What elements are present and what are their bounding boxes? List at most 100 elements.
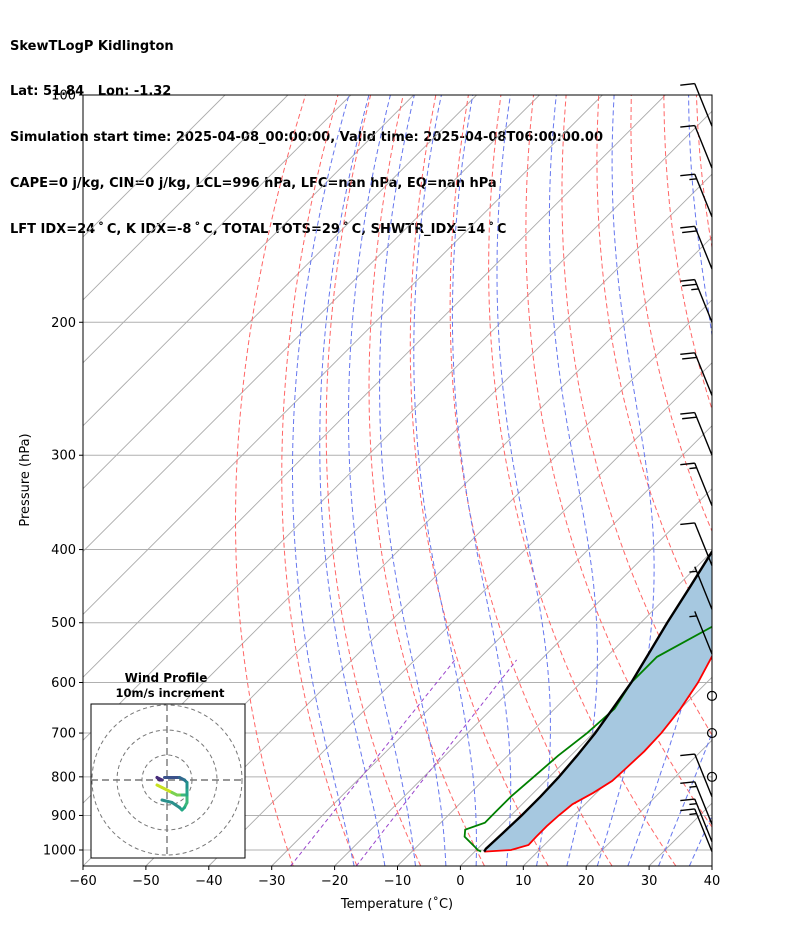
dry-adiabat	[695, 95, 712, 251]
x-tick-label: −60	[69, 874, 96, 889]
wind-barb	[680, 278, 713, 323]
y-tick-label: 1000	[43, 844, 76, 859]
axes: −60 −50 −40 −30 −20 −10 0 10 20 30 40 1000 900 800 700…	[43, 89, 720, 890]
inset-title: Wind Profile	[125, 671, 208, 685]
x-tick-label: 20	[578, 874, 595, 889]
wind-barb	[689, 566, 713, 610]
x-axis-label: Temperature (˚C)	[340, 896, 453, 912]
wind-barb	[680, 82, 713, 127]
wind-barb	[680, 753, 713, 797]
chart-header: SkewTLogP Kidlington Lat: 51.84 Lon: -1.…	[10, 8, 603, 253]
x-tick-label: 30	[641, 874, 658, 889]
isotherm-line	[775, 95, 794, 866]
dry-adiabat	[368, 95, 485, 866]
isotherm-line	[208, 362, 712, 866]
chart-title: SkewTLogP Kidlington	[10, 38, 174, 54]
y-tick-label: 900	[51, 809, 76, 824]
parcel-shading	[484, 551, 712, 852]
dry-adiabat	[235, 95, 306, 866]
isotherm-line	[83, 95, 415, 427]
x-tick-label: −50	[132, 874, 159, 889]
isotherm-line	[271, 425, 712, 866]
mixing-ratio-line	[355, 659, 517, 866]
y-tick-label: 800	[51, 770, 76, 785]
moist-adiabat	[319, 95, 386, 866]
y-tick-label: 400	[51, 543, 76, 558]
moist-adiabat	[496, 95, 551, 866]
wind-barb	[680, 522, 713, 566]
moist-adiabat	[413, 95, 477, 866]
isotherm-line	[83, 95, 477, 490]
y-tick-label: 600	[51, 676, 76, 691]
isotherm-line	[83, 95, 540, 553]
moist-adiabat	[720, 95, 794, 866]
wind-barb	[680, 173, 713, 218]
time-line: Simulation start time: 2025-04-08_00:00:…	[10, 130, 603, 146]
moist-adiabat	[548, 95, 598, 866]
x-tick-label: −10	[384, 874, 411, 889]
y-tick-label: 300	[51, 449, 76, 464]
x-tick-label: −40	[195, 874, 222, 889]
wind-barb	[680, 225, 713, 270]
x-tick-label: 0	[456, 874, 464, 889]
wind-barb	[680, 411, 713, 456]
hodograph-segment	[155, 776, 164, 782]
wind-barb	[689, 611, 713, 655]
moist-adiabat	[379, 95, 447, 866]
wind-barb	[706, 771, 718, 782]
wind-barb	[706, 727, 718, 739]
profiles	[463, 549, 712, 853]
isotherm-line	[83, 95, 603, 616]
background-lines	[83, 95, 794, 866]
x-tick-label: −20	[321, 874, 348, 889]
dry-adiabat	[663, 95, 712, 411]
temperature-line	[484, 654, 712, 853]
dry-adiabat	[762, 95, 794, 866]
y-tick-label: 700	[51, 727, 76, 742]
dry-adiabat	[281, 95, 358, 866]
hodograph-segment	[170, 801, 181, 809]
wind-barb	[680, 124, 713, 169]
wind-barb	[706, 690, 718, 701]
dry-adiabat	[488, 95, 677, 866]
dry-adiabat	[525, 95, 712, 828]
wind-barb	[680, 781, 713, 825]
moist-adiabat	[658, 731, 712, 866]
dry-adiabat	[729, 95, 794, 866]
wind-barb	[680, 808, 713, 852]
dewpoint-line	[463, 625, 712, 853]
dry-adiabat	[449, 95, 613, 866]
isotherm-line	[397, 550, 712, 866]
wind-barb	[680, 352, 713, 396]
cin-shading	[484, 551, 712, 852]
hodograph-segment	[160, 798, 174, 804]
y-tick-label: 200	[51, 316, 76, 331]
isotherm-line	[460, 613, 712, 866]
moist-adiabat	[627, 95, 712, 866]
y-axis-label: Pressure (hPa)	[18, 433, 33, 526]
indices-line: LFT IDX=24 ˚ C, K IDX=-8 ˚ C, TOTAL TOTS…	[10, 222, 507, 238]
isotherm-line	[334, 487, 712, 866]
wind-barb	[680, 798, 713, 842]
y-tick-label: 500	[51, 616, 76, 631]
x-tick-label: −30	[258, 874, 285, 889]
isotherm-line	[83, 110, 712, 741]
wind-barb	[680, 462, 713, 507]
isotherm-line	[648, 802, 712, 866]
location-line: Lat: 51.84 Lon: -1.32	[10, 84, 172, 100]
y-tick-label: 100	[51, 89, 76, 104]
moist-adiabat	[348, 95, 416, 866]
mixing-ratio-line	[290, 659, 456, 866]
isotherm-line	[83, 95, 289, 301]
isotherm-line	[83, 95, 352, 364]
inset-subtitle: 10m/s increment	[116, 686, 225, 700]
isotherm-line	[145, 299, 712, 866]
dry-adiabat	[325, 95, 422, 866]
moist-adiabat	[292, 95, 355, 866]
parcel-path-line	[483, 549, 712, 853]
dry-adiabat	[409, 95, 549, 866]
moist-adiabat	[451, 95, 512, 866]
isotherm-line	[83, 95, 226, 238]
